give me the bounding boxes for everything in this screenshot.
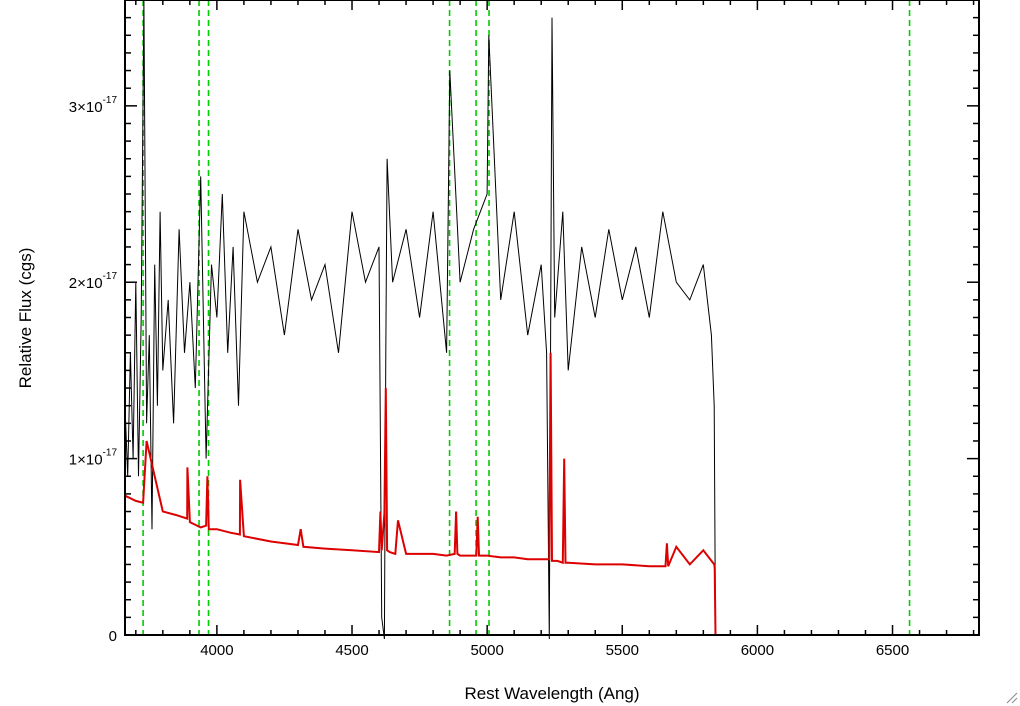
y-tick-label: 3×10-17: [69, 95, 118, 116]
x-tick-label: 5500: [606, 642, 639, 659]
tick-labels: 4000 4500 5000 5500 6000 6500 0 1×10-17 2×10-17 3…: [69, 95, 909, 659]
y-tick-label: 0: [109, 628, 117, 645]
x-tick-label: 4500: [335, 642, 368, 659]
resize-grip-icon[interactable]: [1004, 690, 1018, 704]
x-tick-label: 5000: [470, 642, 503, 659]
axis-ticks: [125, 0, 979, 636]
y-axis-title: Relative Flux (cgs): [16, 248, 35, 389]
x-tick-label: 6000: [741, 642, 774, 659]
observed-spectrum-line: [124, 0, 979, 640]
y-tick-label: 2×10-17: [69, 271, 118, 292]
x-axis-title: Rest Wavelength (Ang): [464, 684, 639, 703]
y-tick-label: 1×10-17: [69, 448, 118, 469]
model-spectrum-line: [124, 352, 979, 636]
x-tick-label: 6500: [876, 642, 909, 659]
x-tick-label: 4000: [200, 642, 233, 659]
spectrum-series: [124, 0, 979, 640]
